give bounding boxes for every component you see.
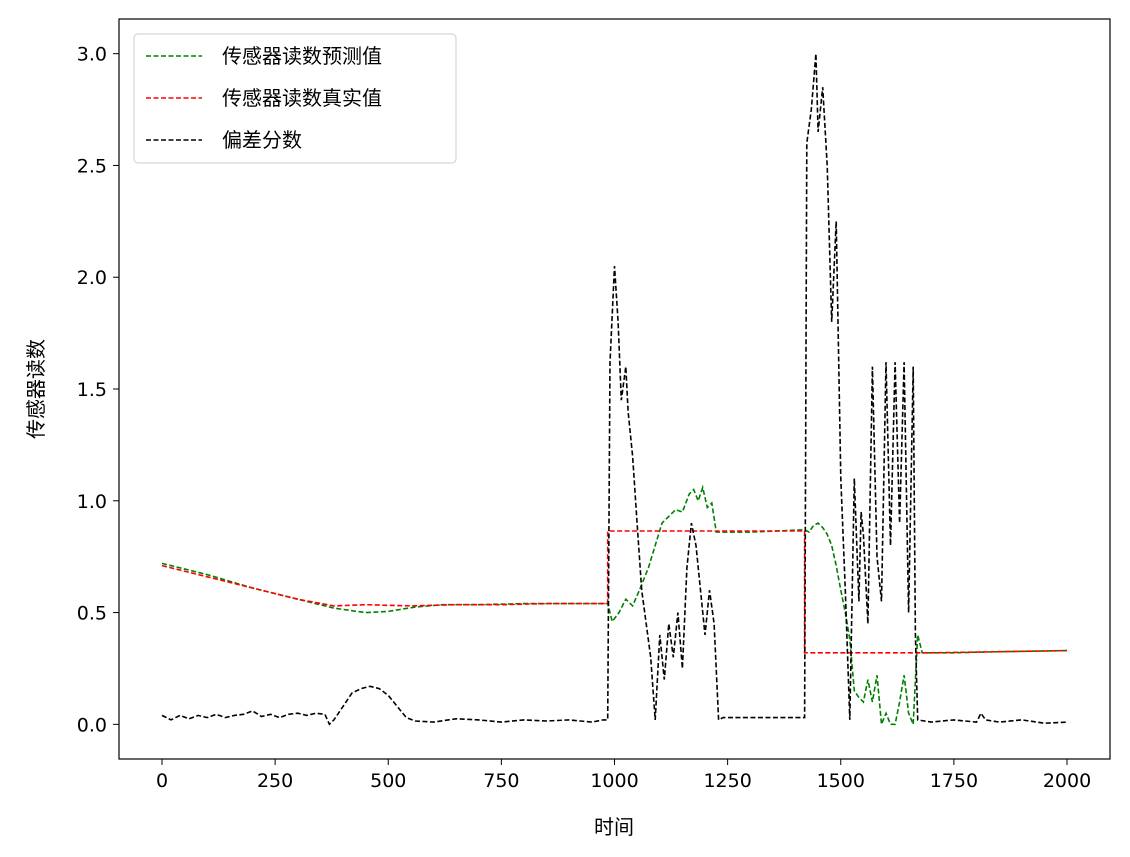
x-tick-label: 0 — [156, 770, 168, 792]
x-tick-label: 250 — [257, 770, 293, 792]
x-tick-label: 1000 — [590, 770, 638, 792]
series-line-2 — [161, 53, 1068, 726]
x-tick-label: 750 — [483, 770, 519, 792]
y-tick-label: 1.5 — [77, 379, 107, 401]
y-tick-label: 2.0 — [77, 267, 107, 289]
x-axis-label: 时间 — [594, 815, 634, 839]
y-tick-label: 0.5 — [77, 603, 107, 625]
y-tick-label: 3.0 — [77, 44, 107, 66]
y-axis-label: 传感器读数 — [24, 339, 48, 439]
y-tick-label: 1.0 — [77, 491, 107, 513]
y-axis-ticks: 0.0 0.5 1.0 1.5 2.0 2.5 3.0 — [77, 44, 119, 736]
y-tick-label: 0.0 — [77, 714, 107, 736]
x-tick-label: 1250 — [703, 770, 751, 792]
series-layer — [161, 53, 1068, 726]
legend-label-1: 传感器读数真实值 — [222, 86, 382, 110]
legend-frame — [133, 33, 457, 164]
x-tick-label: 500 — [370, 770, 406, 792]
x-tick-label: 2000 — [1043, 770, 1091, 792]
x-tick-label: 1750 — [930, 770, 978, 792]
x-tick-label: 1500 — [817, 770, 865, 792]
legend-label-2: 偏差分数 — [222, 128, 302, 152]
legend-label-0: 传感器读数预测值 — [222, 44, 382, 68]
y-tick-label: 2.5 — [77, 155, 107, 177]
series-line-1 — [161, 530, 1068, 654]
series-line-0 — [161, 484, 1068, 726]
x-axis-ticks: 0 250 500 750 1000 1250 1500 1750 2000 — [156, 759, 1091, 792]
